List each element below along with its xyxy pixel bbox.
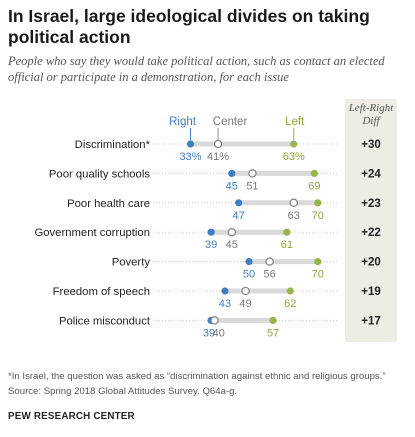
diff-value: +17 [361, 315, 381, 327]
dot-center [210, 316, 219, 325]
value-left: 69 [308, 180, 320, 192]
legend: Right Center Left [169, 116, 305, 140]
value-left: 70 [312, 269, 324, 281]
dot-right [207, 228, 215, 236]
value-right: 47 [233, 210, 245, 222]
diff-value: +20 [361, 257, 381, 269]
dot-left [310, 169, 318, 177]
dot-left [286, 287, 294, 295]
diff-value: +30 [361, 139, 381, 151]
value-left: 61 [281, 239, 293, 251]
dot-left [283, 228, 291, 236]
chart-row: Government corruption 39 45 61 +22 [34, 227, 380, 251]
value-center: 45 [226, 239, 238, 251]
brand-logo-text: PEW RESEARCH CENTER [8, 411, 135, 422]
value-right: 33% [180, 151, 202, 163]
value-left: 62 [284, 298, 296, 310]
dot-right [235, 199, 243, 207]
legend-right: Right [169, 116, 197, 128]
dot-center [213, 139, 223, 149]
dot-left [269, 316, 277, 324]
value-center: 51 [246, 180, 258, 192]
row-label: Poverty [112, 257, 151, 269]
value-right: 39 [203, 327, 215, 339]
chart-subtitle: People who say they would take political… [8, 54, 385, 84]
row-label: Freedom of speech [53, 286, 150, 298]
dot-right [186, 140, 195, 148]
chart-row: Freedom of speech 43 49 62 +19 [53, 286, 381, 310]
chart-rows: Discrimination* 33% 41% 63% +30 Poor quality … [34, 139, 381, 339]
footnote: *In Israel, the question was asked as “d… [8, 371, 386, 382]
chart-title: In Israel, large ideological divides on … [8, 6, 370, 47]
value-center: 49 [239, 298, 251, 310]
dot-left [314, 258, 322, 266]
diff-header-line-2: Diff [361, 115, 381, 127]
row-label: Government corruption [34, 227, 150, 239]
dot-right [245, 258, 253, 266]
dot-center [227, 227, 237, 237]
value-left: 57 [267, 327, 279, 339]
dot-center [241, 286, 250, 296]
diff-value: +23 [361, 198, 381, 210]
diff-value: +19 [361, 286, 381, 298]
chart-row: Poor health care 47 63 70 +23 [67, 198, 381, 222]
diff-value: +24 [361, 168, 381, 180]
value-center: 63 [288, 210, 300, 222]
chart-row: Poor quality schools 45 51 69 +24 [49, 168, 381, 192]
dot-right [228, 169, 236, 177]
row-label: Discrimination* [75, 139, 151, 151]
row-label: Poor health care [67, 198, 150, 210]
value-right: 45 [226, 180, 238, 192]
diff-panel-background [345, 99, 397, 342]
row-label: Poor quality schools [49, 168, 150, 180]
legend-left: Left [285, 116, 305, 128]
value-right: 43 [219, 298, 231, 310]
dot-center [265, 257, 274, 266]
chart-row: Discrimination* 33% 41% 63% +30 [75, 139, 381, 163]
value-center: 56 [264, 269, 276, 281]
diff-header-line-1: Left-Right [348, 102, 395, 114]
chart-row: Poverty 50 56 70 +20 [112, 257, 381, 281]
value-center: 40 [213, 327, 225, 339]
value-right: 39 [205, 239, 217, 251]
diff-value: +22 [361, 227, 381, 239]
legend-center: Center [213, 116, 248, 128]
dot-center [248, 169, 257, 178]
value-right: 50 [243, 269, 255, 281]
dot-right [221, 287, 229, 295]
dot-left [314, 199, 322, 207]
row-label: Police misconduct [59, 315, 151, 327]
value-left: 63% [283, 151, 305, 163]
dot-center [289, 198, 298, 208]
dot-left [290, 140, 298, 148]
value-center: 41% [207, 151, 229, 163]
source-note: Source: Spring 2018 Global Attitudes Sur… [8, 386, 238, 397]
value-left: 70 [312, 210, 324, 222]
